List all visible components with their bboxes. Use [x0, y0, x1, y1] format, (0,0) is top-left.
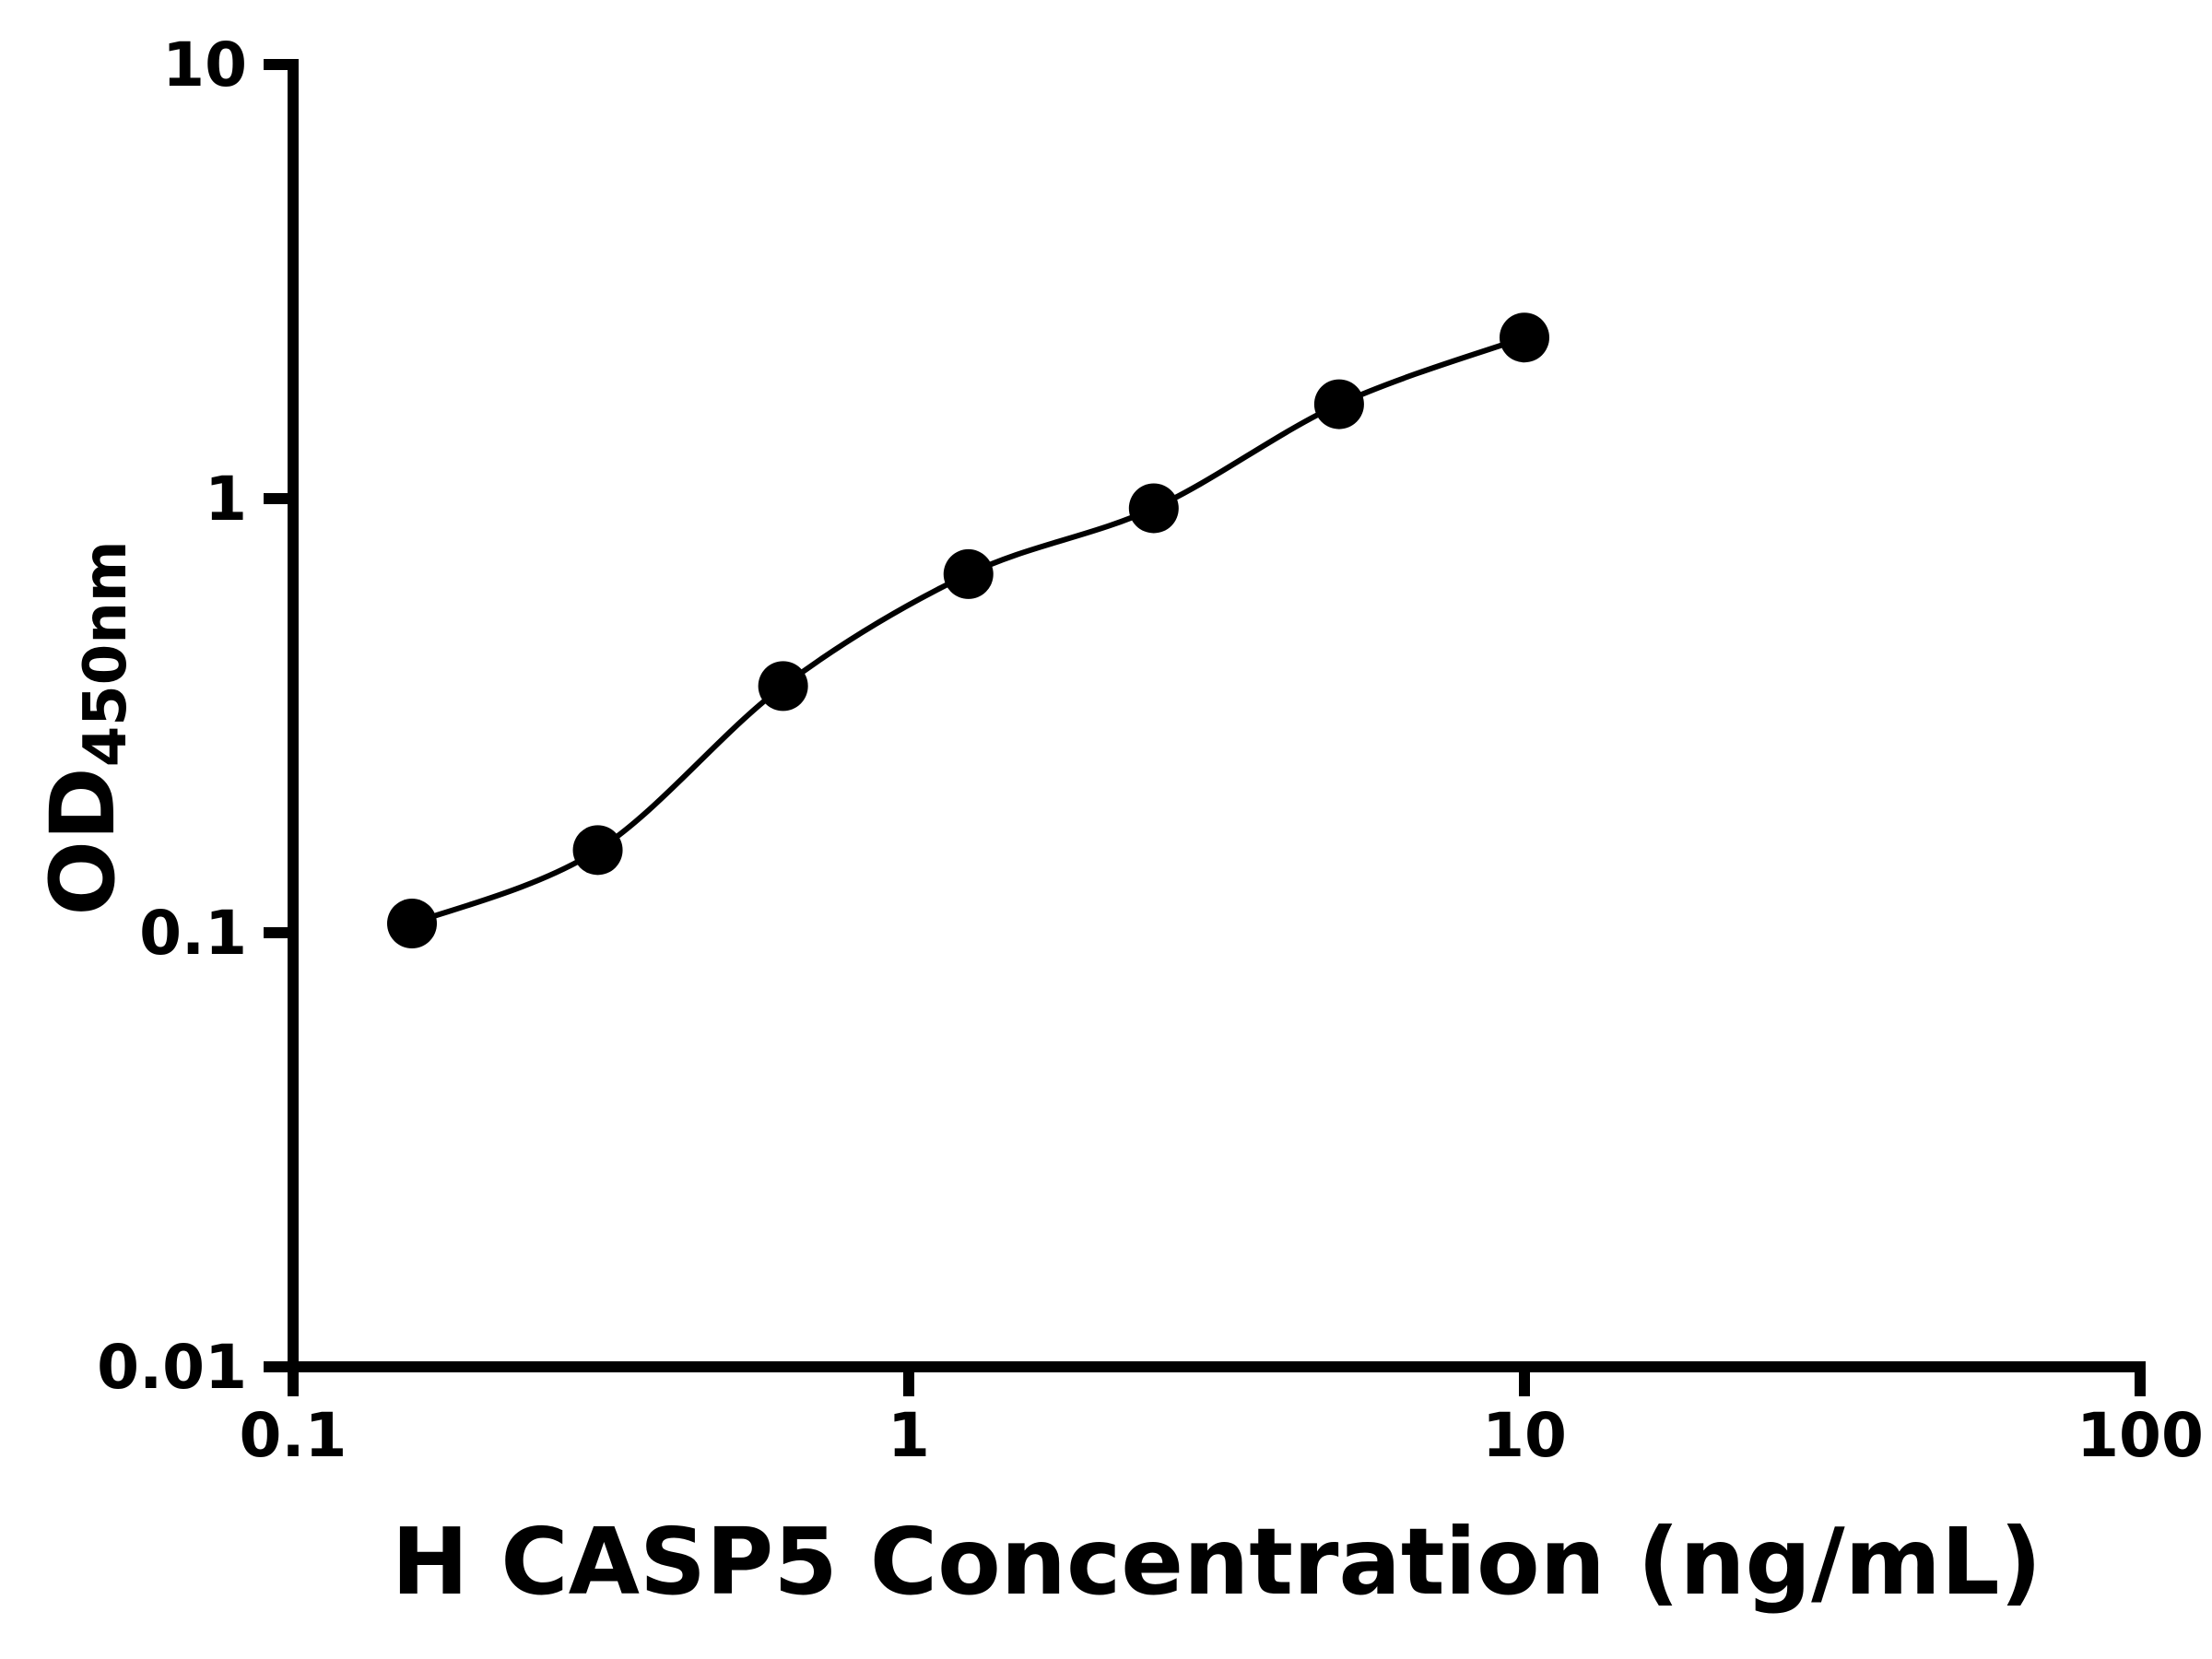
data-point — [758, 661, 808, 712]
data-point — [1128, 483, 1179, 534]
x-tick-label: 100 — [2077, 1400, 2204, 1471]
data-point — [943, 548, 994, 599]
x-tick-label: 0.1 — [240, 1400, 347, 1471]
y-tick-label: 1 — [205, 464, 247, 535]
data-point — [1313, 379, 1364, 429]
data-point — [387, 899, 438, 949]
y-axis-title: OD450nm — [31, 540, 140, 915]
x-tick-label: 1 — [888, 1400, 930, 1471]
x-axis-title: H CASP5 Concentration (ng/mL) — [391, 1508, 2042, 1616]
data-point — [572, 825, 623, 876]
y-axis-title-subscript: 450nm — [71, 540, 140, 768]
x-tick-label: 10 — [1482, 1400, 1567, 1471]
y-tick-label: 10 — [162, 29, 247, 100]
y-tick-label: 0.1 — [139, 898, 247, 969]
data-point — [1500, 312, 1549, 363]
y-tick-label: 0.01 — [97, 1332, 247, 1403]
y-axis-title-main: OD — [31, 767, 135, 916]
